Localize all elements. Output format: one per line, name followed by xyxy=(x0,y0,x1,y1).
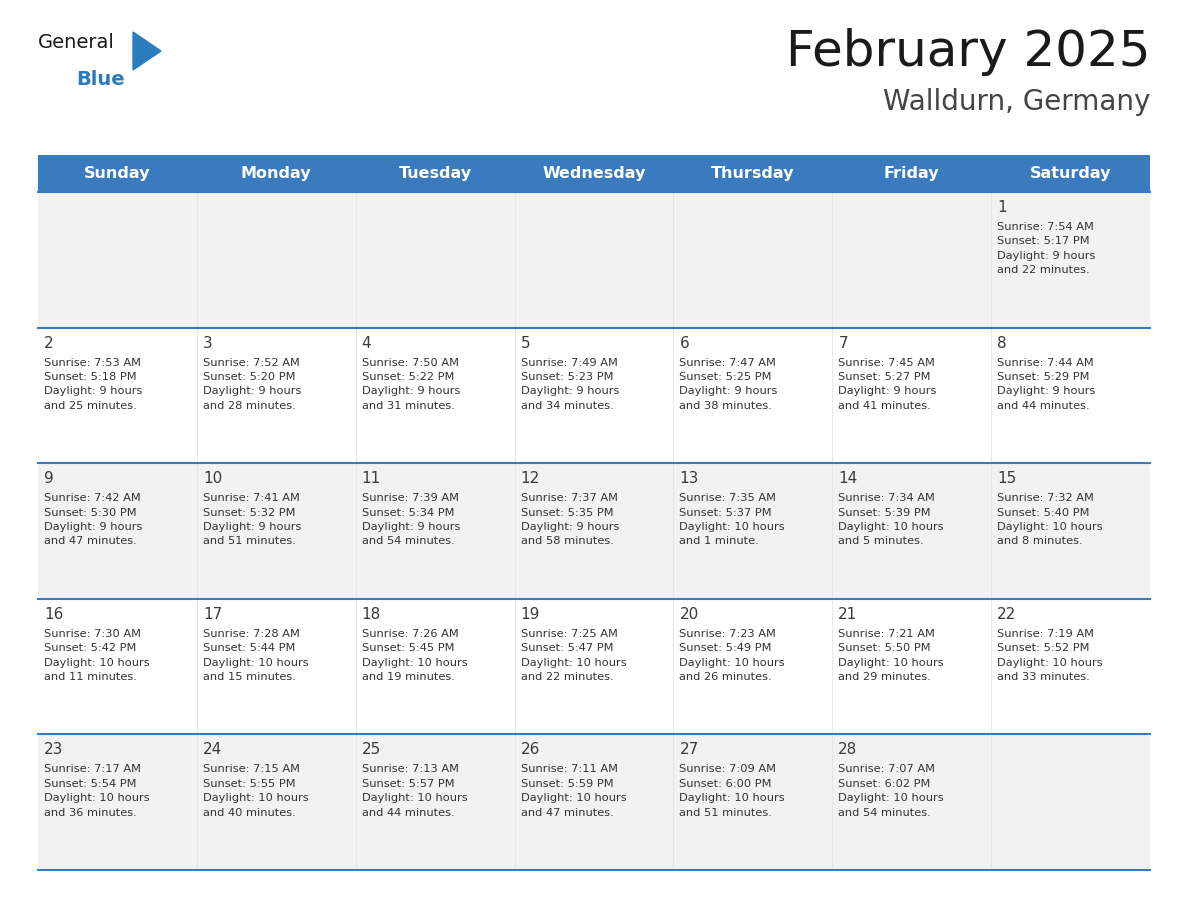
Text: Sunrise: 7:11 AM
Sunset: 5:59 PM
Daylight: 10 hours
and 47 minutes.: Sunrise: 7:11 AM Sunset: 5:59 PM Dayligh… xyxy=(520,765,626,818)
Text: Sunrise: 7:23 AM
Sunset: 5:49 PM
Daylight: 10 hours
and 26 minutes.: Sunrise: 7:23 AM Sunset: 5:49 PM Dayligh… xyxy=(680,629,785,682)
Text: Walldurn, Germany: Walldurn, Germany xyxy=(883,88,1150,116)
Text: Sunrise: 7:41 AM
Sunset: 5:32 PM
Daylight: 9 hours
and 51 minutes.: Sunrise: 7:41 AM Sunset: 5:32 PM Dayligh… xyxy=(203,493,302,546)
Text: Sunrise: 7:52 AM
Sunset: 5:20 PM
Daylight: 9 hours
and 28 minutes.: Sunrise: 7:52 AM Sunset: 5:20 PM Dayligh… xyxy=(203,358,302,410)
Text: 25: 25 xyxy=(361,743,381,757)
Text: Sunrise: 7:26 AM
Sunset: 5:45 PM
Daylight: 10 hours
and 19 minutes.: Sunrise: 7:26 AM Sunset: 5:45 PM Dayligh… xyxy=(361,629,467,682)
Text: Friday: Friday xyxy=(884,166,940,181)
Text: Sunrise: 7:45 AM
Sunset: 5:27 PM
Daylight: 9 hours
and 41 minutes.: Sunrise: 7:45 AM Sunset: 5:27 PM Dayligh… xyxy=(839,358,936,410)
Text: 28: 28 xyxy=(839,743,858,757)
Text: 6: 6 xyxy=(680,336,689,351)
Text: Sunrise: 7:47 AM
Sunset: 5:25 PM
Daylight: 9 hours
and 38 minutes.: Sunrise: 7:47 AM Sunset: 5:25 PM Dayligh… xyxy=(680,358,778,410)
Bar xyxy=(38,192,1150,328)
Text: Sunday: Sunday xyxy=(84,166,151,181)
Text: Blue: Blue xyxy=(76,70,125,89)
Text: Tuesday: Tuesday xyxy=(399,166,472,181)
Text: Sunrise: 7:50 AM
Sunset: 5:22 PM
Daylight: 9 hours
and 31 minutes.: Sunrise: 7:50 AM Sunset: 5:22 PM Dayligh… xyxy=(361,358,460,410)
Text: 9: 9 xyxy=(44,471,53,487)
Text: 24: 24 xyxy=(203,743,222,757)
Text: Sunrise: 7:42 AM
Sunset: 5:30 PM
Daylight: 9 hours
and 47 minutes.: Sunrise: 7:42 AM Sunset: 5:30 PM Dayligh… xyxy=(44,493,143,546)
Text: Saturday: Saturday xyxy=(1030,166,1111,181)
Bar xyxy=(38,734,1150,870)
Text: Sunrise: 7:37 AM
Sunset: 5:35 PM
Daylight: 9 hours
and 58 minutes.: Sunrise: 7:37 AM Sunset: 5:35 PM Dayligh… xyxy=(520,493,619,546)
Text: Sunrise: 7:19 AM
Sunset: 5:52 PM
Daylight: 10 hours
and 33 minutes.: Sunrise: 7:19 AM Sunset: 5:52 PM Dayligh… xyxy=(997,629,1102,682)
Text: 19: 19 xyxy=(520,607,541,621)
Text: Sunrise: 7:21 AM
Sunset: 5:50 PM
Daylight: 10 hours
and 29 minutes.: Sunrise: 7:21 AM Sunset: 5:50 PM Dayligh… xyxy=(839,629,944,682)
Text: Sunrise: 7:15 AM
Sunset: 5:55 PM
Daylight: 10 hours
and 40 minutes.: Sunrise: 7:15 AM Sunset: 5:55 PM Dayligh… xyxy=(203,765,309,818)
Text: 1: 1 xyxy=(997,200,1006,215)
Text: February 2025: February 2025 xyxy=(785,28,1150,76)
Text: 27: 27 xyxy=(680,743,699,757)
Bar xyxy=(38,155,1150,192)
Text: Sunrise: 7:13 AM
Sunset: 5:57 PM
Daylight: 10 hours
and 44 minutes.: Sunrise: 7:13 AM Sunset: 5:57 PM Dayligh… xyxy=(361,765,467,818)
Text: Sunrise: 7:53 AM
Sunset: 5:18 PM
Daylight: 9 hours
and 25 minutes.: Sunrise: 7:53 AM Sunset: 5:18 PM Dayligh… xyxy=(44,358,143,410)
Text: Sunrise: 7:49 AM
Sunset: 5:23 PM
Daylight: 9 hours
and 34 minutes.: Sunrise: 7:49 AM Sunset: 5:23 PM Dayligh… xyxy=(520,358,619,410)
Text: Sunrise: 7:35 AM
Sunset: 5:37 PM
Daylight: 10 hours
and 1 minute.: Sunrise: 7:35 AM Sunset: 5:37 PM Dayligh… xyxy=(680,493,785,546)
Text: Thursday: Thursday xyxy=(712,166,795,181)
Text: 18: 18 xyxy=(361,607,381,621)
Text: Sunrise: 7:07 AM
Sunset: 6:02 PM
Daylight: 10 hours
and 54 minutes.: Sunrise: 7:07 AM Sunset: 6:02 PM Dayligh… xyxy=(839,765,944,818)
Text: 20: 20 xyxy=(680,607,699,621)
Bar xyxy=(38,464,1150,599)
Text: 13: 13 xyxy=(680,471,699,487)
Text: 15: 15 xyxy=(997,471,1017,487)
Text: 17: 17 xyxy=(203,607,222,621)
Text: 14: 14 xyxy=(839,471,858,487)
Text: 8: 8 xyxy=(997,336,1006,351)
Text: Sunrise: 7:54 AM
Sunset: 5:17 PM
Daylight: 9 hours
and 22 minutes.: Sunrise: 7:54 AM Sunset: 5:17 PM Dayligh… xyxy=(997,222,1095,275)
Text: 5: 5 xyxy=(520,336,530,351)
Text: 10: 10 xyxy=(203,471,222,487)
Text: 12: 12 xyxy=(520,471,539,487)
Text: Sunrise: 7:34 AM
Sunset: 5:39 PM
Daylight: 10 hours
and 5 minutes.: Sunrise: 7:34 AM Sunset: 5:39 PM Dayligh… xyxy=(839,493,944,546)
Text: 21: 21 xyxy=(839,607,858,621)
Text: Sunrise: 7:17 AM
Sunset: 5:54 PM
Daylight: 10 hours
and 36 minutes.: Sunrise: 7:17 AM Sunset: 5:54 PM Dayligh… xyxy=(44,765,150,818)
Text: Wednesday: Wednesday xyxy=(542,166,646,181)
Text: 7: 7 xyxy=(839,336,848,351)
Text: Sunrise: 7:32 AM
Sunset: 5:40 PM
Daylight: 10 hours
and 8 minutes.: Sunrise: 7:32 AM Sunset: 5:40 PM Dayligh… xyxy=(997,493,1102,546)
Text: Sunrise: 7:09 AM
Sunset: 6:00 PM
Daylight: 10 hours
and 51 minutes.: Sunrise: 7:09 AM Sunset: 6:00 PM Dayligh… xyxy=(680,765,785,818)
Text: 22: 22 xyxy=(997,607,1017,621)
Text: Sunrise: 7:28 AM
Sunset: 5:44 PM
Daylight: 10 hours
and 15 minutes.: Sunrise: 7:28 AM Sunset: 5:44 PM Dayligh… xyxy=(203,629,309,682)
Text: Sunrise: 7:30 AM
Sunset: 5:42 PM
Daylight: 10 hours
and 11 minutes.: Sunrise: 7:30 AM Sunset: 5:42 PM Dayligh… xyxy=(44,629,150,682)
Text: 2: 2 xyxy=(44,336,53,351)
Text: 26: 26 xyxy=(520,743,541,757)
Text: 16: 16 xyxy=(44,607,63,621)
Text: Sunrise: 7:39 AM
Sunset: 5:34 PM
Daylight: 9 hours
and 54 minutes.: Sunrise: 7:39 AM Sunset: 5:34 PM Dayligh… xyxy=(361,493,460,546)
Bar xyxy=(38,328,1150,464)
Polygon shape xyxy=(133,32,162,70)
Text: General: General xyxy=(38,33,115,52)
Text: Sunrise: 7:25 AM
Sunset: 5:47 PM
Daylight: 10 hours
and 22 minutes.: Sunrise: 7:25 AM Sunset: 5:47 PM Dayligh… xyxy=(520,629,626,682)
Text: 3: 3 xyxy=(203,336,213,351)
Text: 11: 11 xyxy=(361,471,381,487)
Text: 4: 4 xyxy=(361,336,372,351)
Bar xyxy=(38,599,1150,734)
Text: Sunrise: 7:44 AM
Sunset: 5:29 PM
Daylight: 9 hours
and 44 minutes.: Sunrise: 7:44 AM Sunset: 5:29 PM Dayligh… xyxy=(997,358,1095,410)
Text: 23: 23 xyxy=(44,743,63,757)
Text: Monday: Monday xyxy=(241,166,311,181)
